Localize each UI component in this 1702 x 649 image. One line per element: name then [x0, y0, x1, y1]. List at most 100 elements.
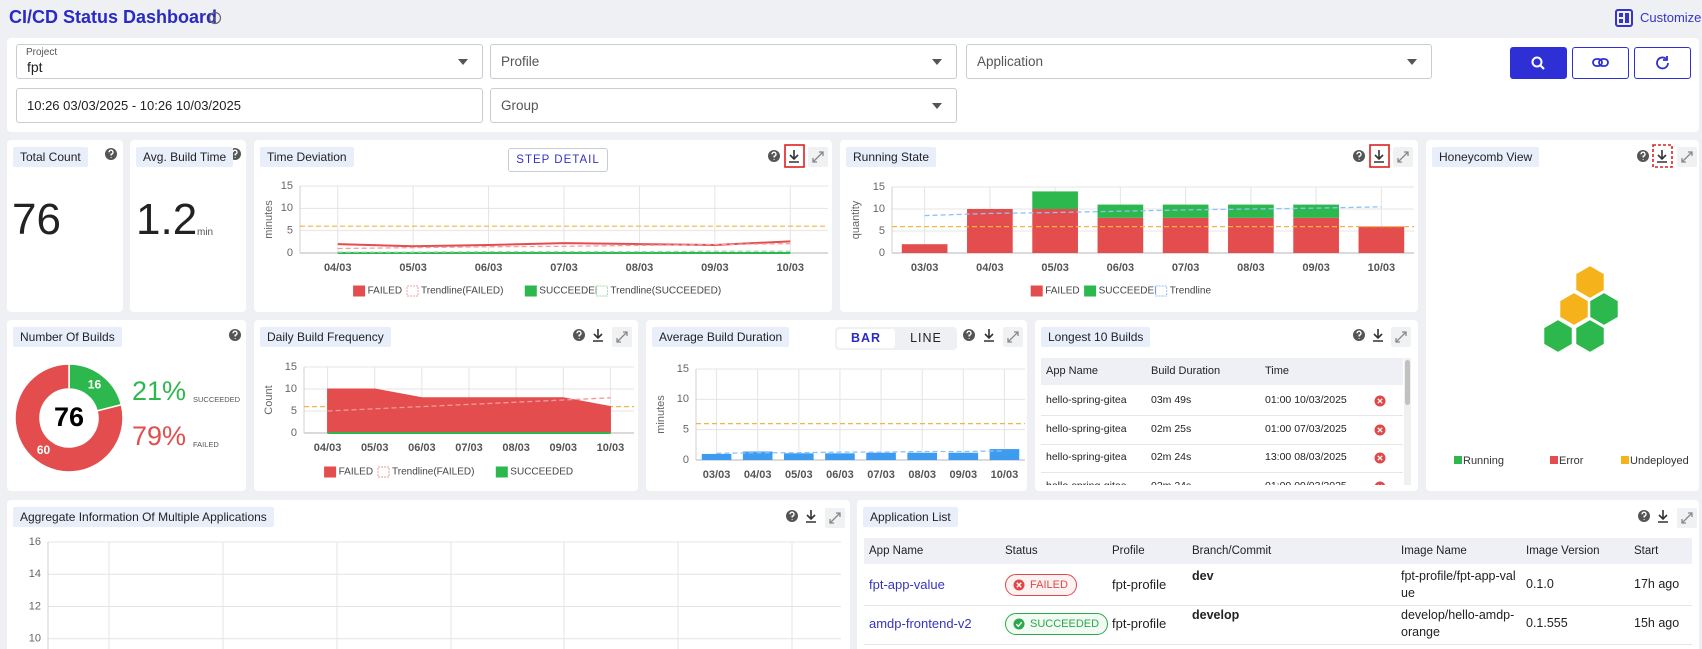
project-select[interactable]: Project fpt: [16, 44, 483, 79]
legend-label: Running: [1463, 455, 1504, 467]
download-icon[interactable]: [1658, 510, 1668, 523]
profile-select[interactable]: Profile: [490, 44, 957, 79]
y-tick-label: 14: [29, 568, 41, 580]
line: [337, 242, 791, 250]
y-tick-label: 0: [287, 247, 293, 259]
legend-swatch: [1030, 285, 1043, 297]
date-range-input[interactable]: 10:26 03/03/2025 - 10:26 10/03/2025: [16, 88, 483, 123]
number-of-builds-card: 16 60 76 21% SUCCEEDED 79% FAILED Number Of Bu…: [7, 320, 246, 491]
table-cell: 02m 24s: [1151, 451, 1192, 464]
card-title: Daily Build Frequency: [260, 327, 391, 347]
step-detail-button[interactable]: STEP DETAIL: [508, 148, 608, 172]
group-select[interactable]: Group: [490, 88, 957, 123]
bar: [1162, 217, 1209, 253]
help-icon[interactable]: [768, 150, 780, 162]
card-icons: [1353, 327, 1411, 347]
download-icon[interactable]: [789, 150, 799, 163]
hex-cell[interactable]: [1542, 317, 1574, 355]
application-list-card: Application List App Name Status Profile Br…: [857, 500, 1699, 649]
x-tick-label: 10/03: [777, 262, 805, 274]
column-header: Time: [1265, 365, 1290, 377]
legend-swatch: [524, 285, 537, 297]
card-title: Application List: [863, 507, 958, 527]
table-cell: hello-spring-gitea: [1046, 422, 1127, 435]
bar: [1358, 226, 1405, 253]
legend-swatch: [1550, 456, 1558, 464]
donut-slice: [14, 363, 124, 473]
expand-icon: [829, 512, 841, 524]
table-cell: 0.1.0: [1526, 577, 1554, 591]
help-icon[interactable]: [1638, 510, 1650, 522]
legend-label: FAILED: [339, 467, 373, 478]
link-button[interactable]: [1572, 47, 1629, 79]
legend-swatch: [595, 285, 608, 297]
legend-label: Trendline(FAILED): [392, 467, 474, 478]
card-title: Honeycomb View: [1432, 147, 1540, 167]
hex-cell[interactable]: [1558, 290, 1590, 328]
legend-label: Trendline: [1170, 286, 1212, 297]
highlight-box: [1652, 144, 1673, 168]
refresh-button[interactable]: [1634, 47, 1691, 79]
longest-builds-table: App Name Build Duration Time hello-sprin…: [1041, 358, 1403, 485]
help-icon[interactable]: [573, 329, 585, 341]
application-select[interactable]: Application: [966, 44, 1432, 79]
x-tick-label: 03/03: [703, 469, 731, 481]
help-icon[interactable]: [1353, 150, 1365, 162]
status-badge: SUCCEEDED: [1005, 613, 1109, 635]
time-deviation-chart: 0 5 10 15 04/03 05/03 06/03 07/03 08/03 09/03 10/0…: [263, 144, 828, 297]
bar: [948, 452, 979, 460]
download-icon[interactable]: [984, 329, 994, 342]
legend-swatch: [495, 466, 508, 478]
info-icon[interactable]: [208, 11, 222, 25]
download-icon[interactable]: [1657, 150, 1667, 163]
customize-icon[interactable]: [1615, 9, 1633, 27]
download-icon[interactable]: [593, 329, 603, 342]
bar: [701, 453, 732, 460]
card-icons: [1638, 508, 1697, 528]
table-cell: 0.1.555: [1526, 616, 1568, 630]
scrollbar[interactable]: [1404, 358, 1411, 485]
help-icon[interactable]: [229, 329, 241, 341]
table-cell: 13:00 08/03/2025: [1265, 451, 1347, 464]
bar: [901, 244, 948, 253]
status-text: FAILED: [1030, 579, 1068, 591]
branch: dev: [1192, 569, 1214, 583]
highlight-box: [784, 144, 805, 168]
help-icon[interactable]: [963, 329, 975, 341]
search-button[interactable]: [1510, 47, 1567, 79]
longest-builds-card: Longest 10 Builds App Name Build Duratio…: [1035, 320, 1418, 491]
y-axis-label: minutes: [655, 395, 667, 434]
table-cell: 17h ago: [1634, 577, 1680, 591]
help-icon[interactable]: [786, 510, 798, 522]
hex-cell[interactable]: [1574, 317, 1606, 355]
line: [337, 250, 791, 253]
download-icon[interactable]: [1373, 329, 1383, 342]
customize-button[interactable]: Customize: [1640, 10, 1702, 25]
help-icon[interactable]: [105, 148, 117, 160]
table-cell: 01:00 09/03/2025: [1265, 480, 1347, 485]
table-cell: 01:00 10/03/2025: [1265, 394, 1347, 406]
help-glyph: [232, 149, 238, 158]
toggle-line[interactable]: LINE: [910, 331, 942, 345]
row-separator: [1041, 472, 1403, 474]
help-glyph: [1356, 330, 1362, 339]
app-link[interactable]: fpt-app-value: [869, 577, 945, 592]
column-header: Image Version: [1526, 545, 1600, 557]
honeycomb-chart: Running Error Undeployed: [1454, 144, 1697, 467]
download-icon[interactable]: [806, 510, 816, 523]
total-count-card: Total Count 76: [7, 140, 123, 312]
y-tick-label: 16: [29, 536, 41, 548]
chevron: [1407, 59, 1417, 65]
toggle-bar[interactable]: BAR: [837, 329, 895, 348]
scroll-thumb[interactable]: [1405, 360, 1410, 405]
help-icon[interactable]: [1353, 329, 1365, 341]
app-link[interactable]: amdp-frontend-v2: [869, 616, 972, 631]
download-icon[interactable]: [1374, 150, 1384, 163]
x-tick-label: 07/03: [1172, 262, 1200, 274]
x-tick-label: 10/03: [597, 442, 625, 454]
legend-label: Trendline(SUCCEEDED): [610, 286, 721, 297]
x-tick-label: 09/03: [1302, 262, 1330, 274]
help-icon[interactable]: [1637, 150, 1649, 162]
y-tick-label: 10: [677, 393, 689, 405]
